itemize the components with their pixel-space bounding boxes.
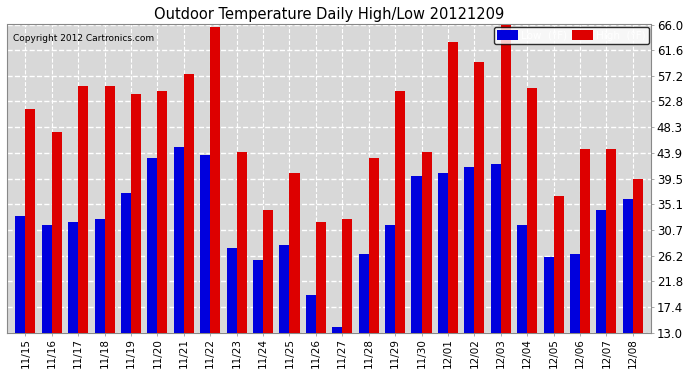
Bar (316, 222, 326, 333)
Legend: Low  (°F), High  (°F): Low (°F), High (°F) (494, 27, 649, 44)
Bar (359, 254, 368, 333)
Bar (131, 94, 141, 333)
Bar (290, 173, 299, 333)
Bar (570, 254, 580, 333)
Bar (333, 327, 342, 333)
Bar (607, 150, 616, 333)
Bar (517, 225, 527, 333)
Bar (527, 88, 538, 333)
Bar (148, 158, 157, 333)
Bar (174, 147, 184, 333)
Bar (422, 152, 431, 333)
Bar (68, 222, 78, 333)
Bar (438, 173, 448, 333)
Bar (253, 260, 263, 333)
Bar (226, 248, 237, 333)
Bar (237, 152, 247, 333)
Bar (633, 178, 643, 333)
Bar (121, 193, 131, 333)
Bar (474, 62, 484, 333)
Bar (395, 92, 405, 333)
Bar (184, 74, 194, 333)
Bar (210, 27, 220, 333)
Bar (491, 164, 501, 333)
Text: Copyright 2012 Cartronics.com: Copyright 2012 Cartronics.com (13, 34, 155, 43)
Bar (52, 132, 62, 333)
Bar (623, 199, 633, 333)
Bar (279, 245, 290, 333)
Bar (263, 210, 273, 333)
Bar (411, 176, 422, 333)
Bar (464, 167, 474, 333)
Bar (26, 109, 35, 333)
Bar (78, 86, 88, 333)
Bar (580, 150, 590, 333)
Bar (95, 219, 105, 333)
Bar (448, 42, 458, 333)
Bar (42, 225, 52, 333)
Bar (553, 196, 564, 333)
Bar (200, 155, 210, 333)
Bar (368, 158, 379, 333)
Bar (306, 295, 316, 333)
Bar (501, 24, 511, 333)
Bar (385, 225, 395, 333)
Bar (342, 219, 353, 333)
Bar (105, 86, 115, 333)
Bar (544, 257, 553, 333)
Title: Outdoor Temperature Daily High/Low 20121209: Outdoor Temperature Daily High/Low 20121… (154, 7, 504, 22)
Bar (157, 92, 168, 333)
Bar (15, 216, 26, 333)
Bar (596, 210, 607, 333)
